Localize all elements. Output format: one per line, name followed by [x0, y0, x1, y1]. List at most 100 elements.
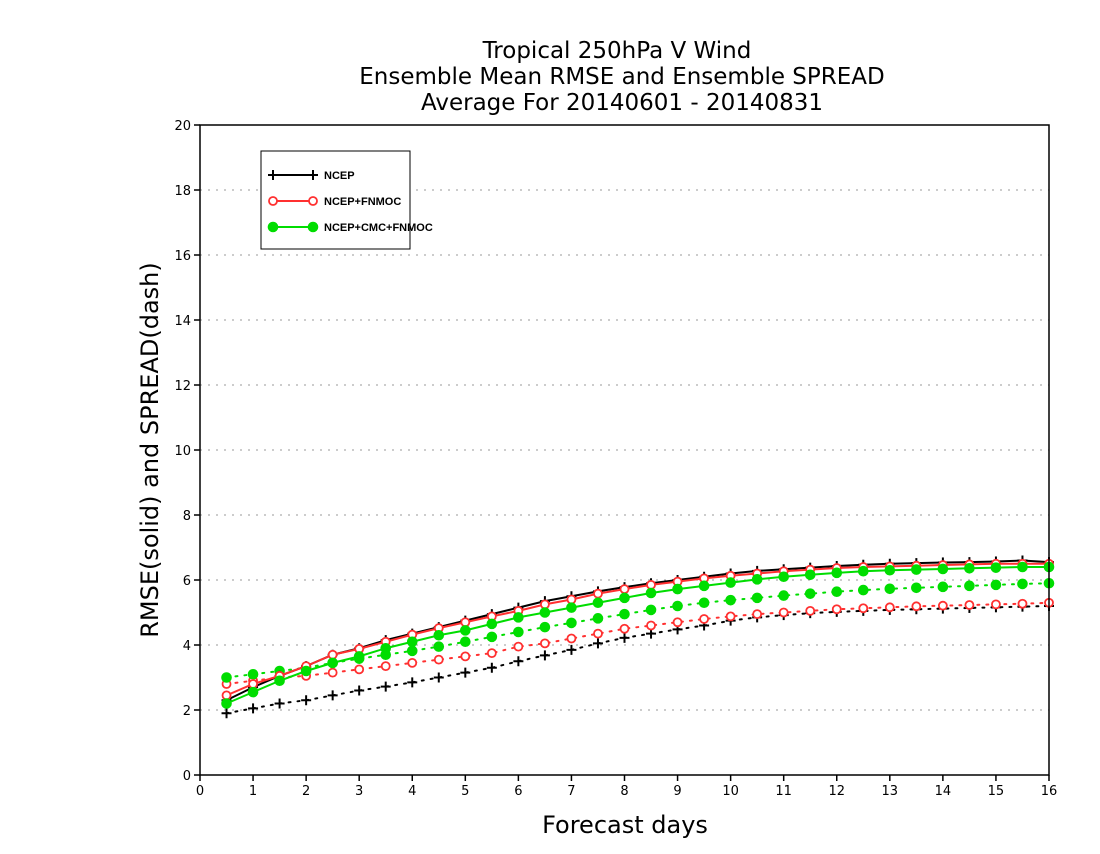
rmse-point [778, 571, 789, 583]
spread-point [433, 641, 445, 652]
rmse-point [327, 657, 338, 669]
spread-point [1017, 578, 1028, 590]
spread-point [804, 588, 816, 599]
spread-point [460, 636, 471, 648]
x-tick-label: 0 [196, 784, 204, 799]
rmse-point [831, 567, 843, 579]
rmse-point [884, 564, 896, 576]
y-tick-label: 8 [183, 509, 191, 524]
rmse-point [433, 629, 445, 641]
spread-point [327, 667, 338, 678]
spread-point [619, 623, 630, 634]
spread-point [593, 628, 603, 639]
legend-marker [307, 221, 319, 233]
y-tick-label: 20 [174, 119, 191, 134]
spread-point [380, 661, 391, 672]
x-tick-label: 1 [249, 784, 257, 799]
spread-point [592, 613, 604, 624]
spread-point [751, 592, 763, 604]
spread-point [725, 611, 736, 622]
rmse-point [247, 686, 259, 698]
rmse-point [460, 625, 471, 636]
x-tick-label: 4 [408, 784, 416, 799]
y-tick-label: 16 [174, 249, 191, 264]
spread-point [619, 632, 630, 643]
legend-marker [308, 170, 318, 180]
spread-line [225, 582, 1050, 679]
rmse-point [964, 563, 975, 574]
spread-point [248, 703, 259, 714]
rmse-point [937, 563, 949, 575]
spread-point [354, 685, 365, 696]
spread-point [964, 600, 975, 610]
x-tick-label: 2 [302, 784, 310, 799]
spread-point [407, 677, 418, 688]
x-tick-label: 10 [722, 784, 739, 799]
spread-point [566, 644, 577, 655]
x-axis-ticks: 0 1 2 3 4 5 6 7 8 9 10 11 12 13 14 15 16 [196, 775, 1057, 799]
rmse-point [593, 588, 603, 599]
rmse-point [566, 602, 577, 613]
rmse-point [911, 564, 922, 575]
spread-point [513, 626, 524, 638]
spread-point [990, 579, 1002, 591]
x-tick-label: 16 [1041, 784, 1058, 799]
legend-label: NCEP [324, 170, 355, 182]
y-tick-label: 2 [183, 704, 191, 719]
legend-label: NCEP+CMC+FNMOC [324, 222, 433, 234]
rmse-point [513, 612, 524, 623]
spread-point [619, 608, 630, 620]
legend-marker [308, 196, 318, 206]
spread-point [884, 602, 895, 613]
spread-point [539, 621, 551, 633]
x-tick-label: 15 [988, 784, 1005, 799]
rmse-point [592, 597, 604, 609]
data-series [221, 555, 1055, 719]
spread-point [672, 617, 683, 628]
spread-point [911, 582, 922, 594]
y-axis-title: RMSE(solid) and SPREAD(dash) [136, 262, 164, 638]
legend-entry-2: NCEP+CMC+FNMOC [267, 221, 433, 234]
spread-point [566, 617, 577, 629]
x-tick-label: 6 [514, 784, 522, 799]
rmse-point [990, 562, 1002, 573]
spread-point [592, 638, 603, 649]
rmse-point [380, 642, 392, 654]
rmse-point [645, 587, 657, 599]
spread-point [460, 667, 471, 678]
rmse-point [619, 592, 630, 604]
rmse-point [646, 579, 656, 590]
rmse-point [353, 651, 365, 662]
rmse-point [248, 679, 258, 689]
rmse-point [406, 636, 418, 648]
spread-point [991, 599, 1001, 610]
spread-point [247, 668, 259, 680]
spread-point [725, 594, 736, 606]
legend-marker [267, 221, 279, 233]
legend: NCEP NCEP+FNMOC NCEP+CMC+FNMOC [260, 150, 433, 250]
legend-marker [268, 196, 278, 206]
x-tick-label: 3 [355, 784, 363, 799]
rmse-point [566, 594, 577, 605]
legend-marker [268, 170, 278, 180]
spread-point [778, 590, 789, 601]
rmse-line [226, 562, 1049, 697]
spread-point [513, 641, 524, 652]
spread-point [911, 601, 922, 612]
x-tick-label: 5 [461, 784, 469, 799]
spread-point [433, 654, 444, 665]
y-tick-label: 18 [174, 184, 191, 199]
chart-title-line-3: Average For 20140601 - 20140831 [421, 90, 823, 116]
rmse-point [300, 665, 312, 677]
spread-point [406, 645, 418, 657]
gridlines [200, 189, 1049, 711]
spread-point [831, 604, 842, 615]
spread-point [460, 651, 471, 662]
rmse-point [672, 583, 683, 595]
rmse-point [540, 599, 550, 610]
rmse-point [804, 569, 816, 581]
rmse-point [486, 618, 498, 630]
x-tick-label: 14 [935, 784, 952, 799]
rmse-point [221, 698, 232, 709]
